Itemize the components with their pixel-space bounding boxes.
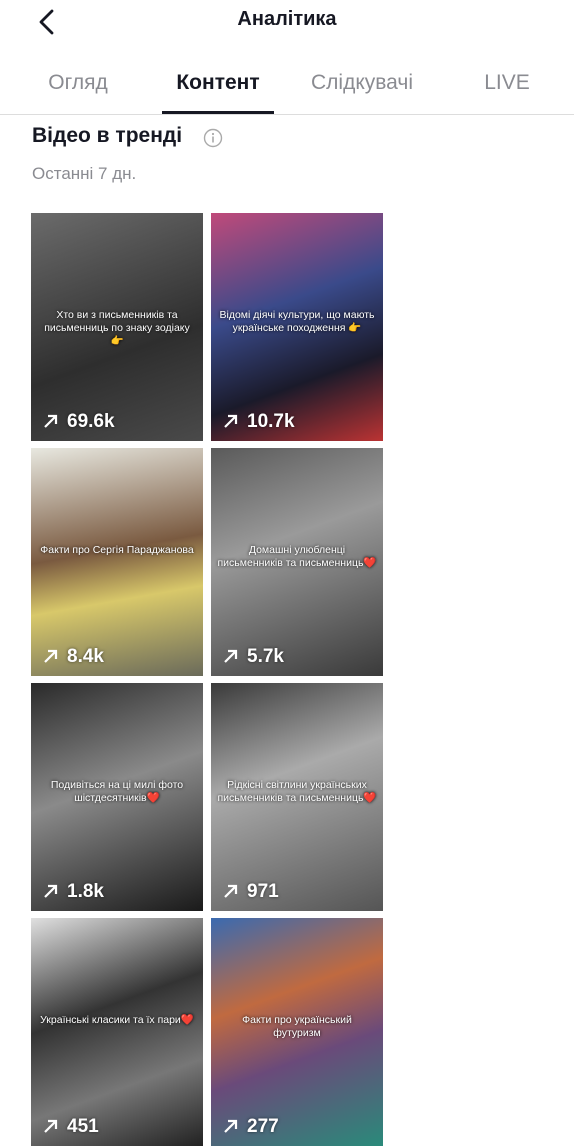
view-number: 5.7k [247, 646, 284, 667]
video-caption: Українські класики та їх пари❤️ [37, 1014, 197, 1027]
view-count: 5.7k [223, 646, 284, 668]
view-number: 69.6k [67, 411, 115, 432]
view-count: 1.8k [43, 881, 104, 903]
view-count: 10.7k [223, 411, 295, 433]
video-thumbnail[interactable]: Факти про Сергія Параджанова 8.4k [31, 448, 203, 676]
video-caption: Відомі діячі культури, що мають українсь… [217, 309, 377, 335]
view-number: 451 [67, 1116, 99, 1137]
trend-icon [223, 883, 239, 899]
section-title: Відео в тренді [32, 124, 182, 148]
trend-icon [223, 413, 239, 429]
video-thumbnail[interactable]: Відомі діячі культури, що мають українсь… [211, 213, 383, 441]
video-thumbnail[interactable]: Факти про український футуризм 277 [211, 918, 383, 1146]
view-number: 971 [247, 881, 279, 902]
view-count: 971 [223, 881, 279, 903]
view-count: 451 [43, 1116, 99, 1138]
trend-icon [43, 883, 59, 899]
view-number: 10.7k [247, 411, 295, 432]
section-subtitle: Останні 7 дн. [32, 164, 136, 184]
tab-underline [162, 111, 274, 114]
view-number: 8.4k [67, 646, 104, 667]
trend-icon [223, 1118, 239, 1134]
video-caption: Факти про Сергія Параджанова [37, 544, 197, 557]
trend-icon [223, 648, 239, 664]
view-count: 277 [223, 1116, 279, 1138]
view-count: 69.6k [43, 411, 115, 433]
trend-icon [43, 1118, 59, 1134]
video-thumbnail[interactable]: Рідкісні світлини українських письменник… [211, 683, 383, 911]
view-number: 1.8k [67, 881, 104, 902]
tab[interactable]: LIVE [484, 71, 530, 95]
video-caption: Факти про український футуризм [217, 1014, 377, 1040]
page: Аналітика Огляд Контент Слідкувачі LIVE … [0, 0, 574, 1140]
tab[interactable]: Контент [176, 71, 259, 95]
video-caption: Домашні улюбленці письменників та письме… [217, 544, 377, 570]
video-thumbnail[interactable]: Подивіться на ці милі фото шістдесятникі… [31, 683, 203, 911]
tab[interactable]: Слідкувачі [311, 71, 413, 95]
video-caption: Рідкісні світлини українських письменник… [217, 779, 377, 805]
header-title: Аналітика [0, 8, 574, 31]
tab-bar: Огляд Контент Слідкувачі LIVE [0, 68, 574, 115]
video-thumbnail[interactable]: Хто ви з письменників та письменниць по … [31, 213, 203, 441]
info-icon[interactable] [203, 128, 223, 148]
trend-icon [43, 648, 59, 664]
view-count: 8.4k [43, 646, 104, 668]
tab[interactable]: Огляд [48, 71, 107, 95]
trend-icon [43, 413, 59, 429]
video-caption: Подивіться на ці милі фото шістдесятникі… [37, 779, 197, 805]
video-thumbnail[interactable]: Українські класики та їх пари❤️ 451 [31, 918, 203, 1146]
video-caption: Хто ви з письменників та письменниць по … [37, 309, 197, 348]
view-number: 277 [247, 1116, 279, 1137]
video-thumbnail[interactable]: Домашні улюбленці письменників та письме… [211, 448, 383, 676]
